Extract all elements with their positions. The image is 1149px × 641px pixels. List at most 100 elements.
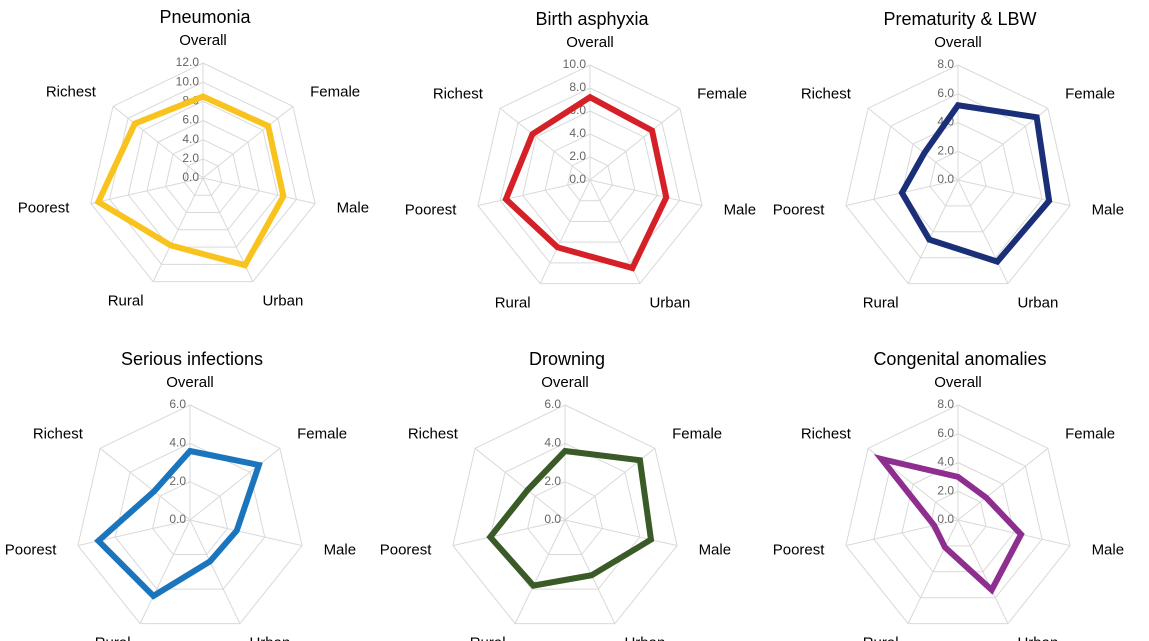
grid-ring bbox=[567, 156, 613, 202]
grid-ring bbox=[901, 121, 1015, 233]
tick-label: 6.0 bbox=[937, 426, 954, 440]
spoke bbox=[907, 179, 959, 284]
data-line bbox=[898, 102, 1053, 266]
grid-ring bbox=[929, 150, 987, 207]
category-label: Female bbox=[697, 86, 747, 103]
category-label: Overall bbox=[179, 32, 227, 49]
tick-label: 0.0 bbox=[182, 170, 199, 184]
category-label: Richest bbox=[33, 426, 84, 443]
category-label: Male bbox=[699, 541, 732, 558]
tick-label: 4.0 bbox=[937, 455, 954, 469]
category-label: Richest bbox=[408, 426, 459, 443]
grid-ring bbox=[152, 481, 228, 556]
category-label: Poorest bbox=[5, 541, 58, 558]
spoke bbox=[474, 447, 566, 521]
tick-label: 2.0 bbox=[182, 151, 199, 165]
spoke bbox=[152, 177, 204, 282]
category-label: Richest bbox=[46, 84, 97, 101]
tick-label: 0.0 bbox=[937, 172, 954, 186]
category-label: Female bbox=[1065, 426, 1115, 443]
grid-ring bbox=[452, 404, 678, 625]
grid-ring bbox=[527, 481, 603, 556]
category-label: Urban bbox=[249, 634, 290, 641]
category-label: Male bbox=[337, 199, 370, 216]
spoke bbox=[189, 519, 303, 547]
spoke bbox=[957, 107, 1049, 181]
tick-label: 6.0 bbox=[182, 113, 199, 127]
category-label: Urban bbox=[649, 294, 690, 311]
category-label: Overall bbox=[934, 34, 982, 51]
tick-label: 12.0 bbox=[176, 55, 200, 69]
data-line bbox=[873, 454, 1025, 595]
spoke bbox=[957, 447, 1049, 521]
category-label: Urban bbox=[1017, 634, 1058, 641]
spoke bbox=[957, 519, 1071, 547]
grid-ring bbox=[544, 133, 636, 222]
category-label: Female bbox=[1065, 86, 1115, 103]
category-label: Urban bbox=[262, 292, 303, 309]
grid-ring bbox=[165, 139, 241, 214]
category-label: Poorest bbox=[380, 541, 433, 558]
category-label: Poorest bbox=[405, 201, 458, 218]
grid-ring bbox=[77, 404, 303, 625]
tick-label: 4.0 bbox=[544, 436, 561, 450]
tick-label: 8.0 bbox=[569, 80, 586, 94]
tick-label: 2.0 bbox=[569, 149, 586, 163]
spoke bbox=[539, 179, 591, 284]
spoke bbox=[189, 447, 281, 521]
category-label: Rural bbox=[108, 292, 144, 309]
spoke bbox=[589, 107, 681, 181]
tick-label: 2.0 bbox=[169, 474, 186, 488]
chart-title: Serious infections bbox=[121, 349, 263, 369]
grid-ring bbox=[873, 93, 1043, 259]
tick-label: 10.0 bbox=[176, 74, 200, 88]
grid-ring bbox=[845, 64, 1071, 285]
spoke bbox=[564, 519, 616, 624]
spoke bbox=[139, 519, 191, 624]
category-label: Overall bbox=[166, 374, 214, 391]
tick-label: 0.0 bbox=[569, 172, 586, 186]
tick-label: 4.0 bbox=[169, 436, 186, 450]
spoke bbox=[99, 447, 191, 521]
spoke bbox=[514, 519, 566, 624]
category-label: Urban bbox=[1017, 294, 1058, 311]
chart-title: Drowning bbox=[529, 349, 605, 369]
tick-label: 2.0 bbox=[937, 483, 954, 497]
tick-label: 4.0 bbox=[182, 132, 199, 146]
category-label: Male bbox=[1092, 201, 1125, 218]
category-label: Female bbox=[672, 426, 722, 443]
spoke bbox=[452, 519, 566, 547]
grid-ring bbox=[127, 100, 279, 248]
category-label: Urban bbox=[624, 634, 665, 641]
grid-ring bbox=[499, 87, 681, 264]
tick-label: 0.0 bbox=[169, 512, 186, 526]
grid-ring bbox=[873, 433, 1043, 599]
tick-label: 6.0 bbox=[937, 86, 954, 100]
tick-label: 0.0 bbox=[937, 512, 954, 526]
category-label: Rural bbox=[470, 634, 506, 641]
grid-ring bbox=[146, 119, 260, 231]
spoke bbox=[589, 179, 703, 207]
tick-label: 8.0 bbox=[937, 57, 954, 71]
spoke bbox=[112, 105, 204, 179]
category-label: Richest bbox=[801, 426, 852, 443]
spoke bbox=[957, 179, 1071, 207]
spoke bbox=[564, 519, 678, 547]
spoke bbox=[189, 519, 241, 624]
spoke bbox=[845, 519, 959, 547]
tick-label: 2.0 bbox=[937, 143, 954, 157]
category-label: Rural bbox=[495, 294, 531, 311]
chart-title: Pneumonia bbox=[159, 7, 251, 27]
category-label: Male bbox=[324, 541, 357, 558]
spoke bbox=[957, 179, 1009, 284]
spoke bbox=[202, 177, 316, 205]
spoke bbox=[957, 519, 1009, 624]
tick-label: 4.0 bbox=[569, 126, 586, 140]
spoke bbox=[867, 107, 959, 181]
grid-ring bbox=[477, 64, 703, 285]
spoke bbox=[90, 177, 204, 205]
spoke bbox=[499, 107, 591, 181]
category-label: Female bbox=[297, 426, 347, 443]
category-label: Rural bbox=[863, 634, 899, 641]
